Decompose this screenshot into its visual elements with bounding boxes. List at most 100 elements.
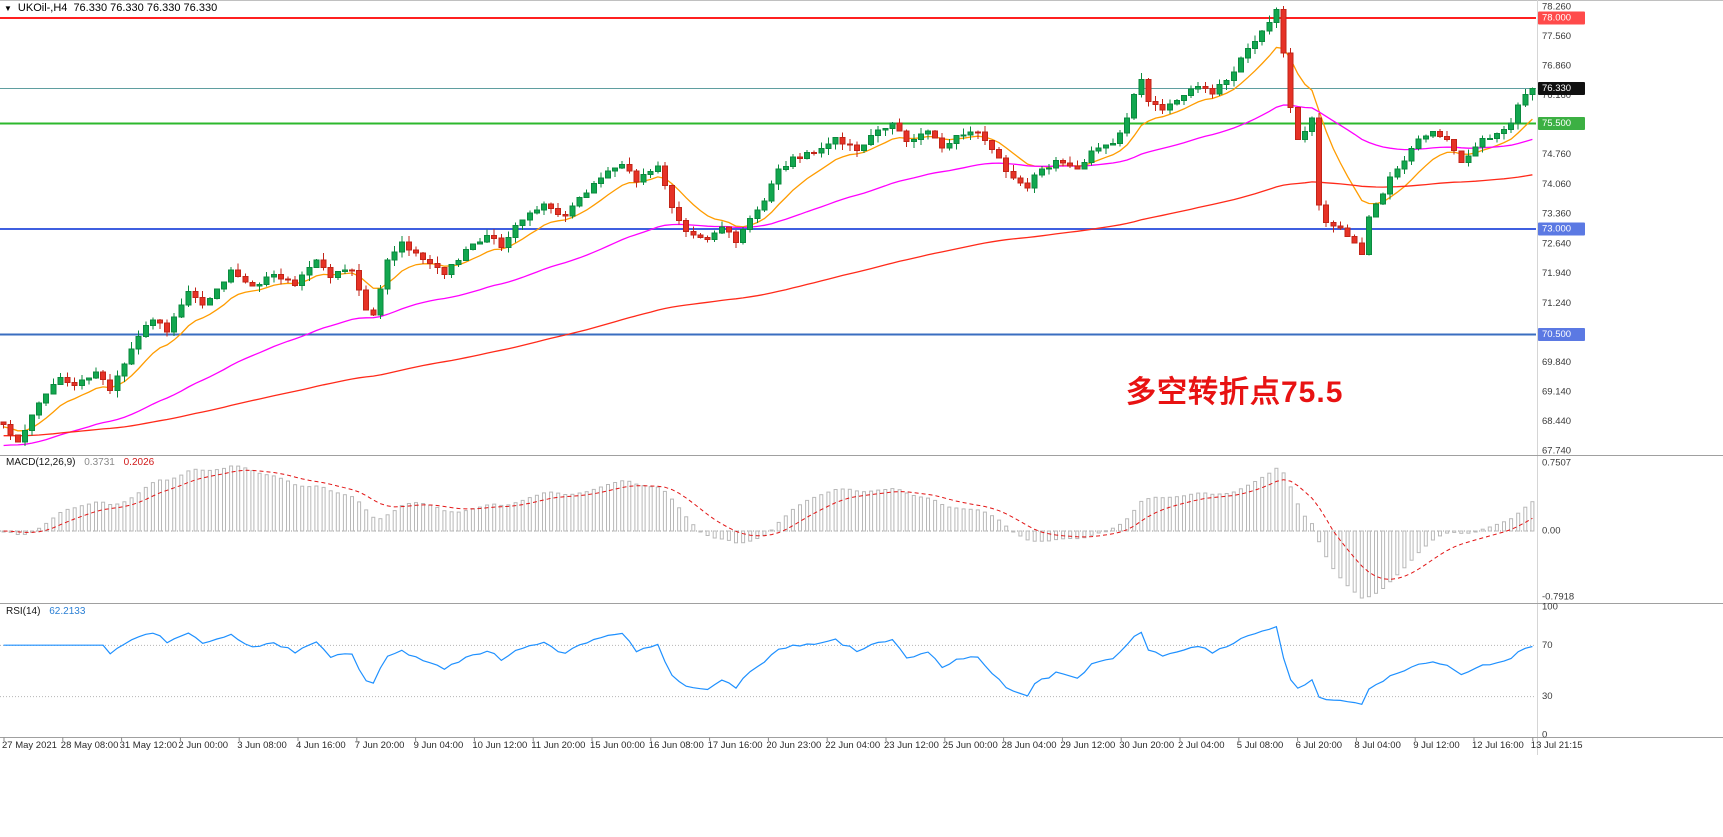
candle-body [1415,138,1422,150]
macd-histogram-bar [1310,523,1314,532]
macd-histogram-bar [342,494,347,532]
macd-histogram-bar [826,491,831,532]
macd-histogram-bar [79,505,84,532]
candle-body [576,197,583,207]
symbol-dropdown-icon[interactable]: ▼ [4,3,12,13]
macd-histogram-bar [172,477,177,532]
macd-histogram-bar [954,507,959,532]
macd-histogram-bar [634,483,639,532]
candle-body [804,151,811,159]
rsi-pane[interactable] [0,625,1536,705]
time-axis[interactable]: 27 May 2021 28 May 08:00 31 May 12:00 2 Jun… [2,737,1583,752]
candle-body [43,393,50,404]
candle-body [1316,117,1323,206]
macd-histogram-bar [641,485,646,532]
macd-histogram-bar [1139,500,1144,532]
candle-body [7,424,14,436]
candle-body [391,251,398,261]
candle-body [242,276,249,283]
macd-histogram-bar [577,492,582,532]
macd-histogram-bar [222,467,226,532]
time-tick-label: 13 Jul 21:15 [1531,740,1583,751]
macd-histogram-bar [598,486,603,532]
macd-histogram-bar [897,489,902,532]
candle-body [505,237,512,248]
candle-body [676,207,683,221]
candle-body [861,144,867,152]
candle-body [270,273,277,278]
candle-body [263,276,270,286]
candle-body [1145,78,1152,103]
macd-histogram-bar [51,517,56,532]
macd-histogram-bar [44,522,49,532]
macd-histogram-bar [335,492,340,532]
macd-histogram-bar [1438,530,1442,537]
price-tick-label: 67.740 [1542,446,1571,457]
price-tick-label: 74.060 [1542,179,1571,190]
macd-histogram-bar [456,511,461,532]
candle-body [491,234,498,239]
macd-histogram-bar [670,498,674,532]
macd-histogram-bar [1089,530,1094,536]
macd-histogram-bar [58,512,63,532]
candle-body [50,384,57,395]
candle-body [1003,157,1010,173]
candle-body [1465,155,1472,163]
macd-histogram-bar [364,509,369,532]
candle-body [121,363,128,377]
macd-histogram-bar [1295,503,1300,532]
candle-body [789,156,796,167]
macd-histogram-bar [300,485,305,532]
macd-pane[interactable] [0,465,1536,599]
macd-histogram-bar [990,515,994,532]
macd-histogram-bar [150,482,155,532]
macd-histogram-bar [1381,530,1386,589]
time-tick-label: 7 Jun 20:00 [355,740,405,751]
price-axis[interactable]: 78.260 77.560 76.860 76.160 74.760 74.060 73.3… [1538,2,1585,457]
candle-body [1237,57,1244,73]
macd-histogram-bar [854,490,859,532]
candle-body [448,264,455,276]
macd-histogram-bar [783,515,788,532]
candle-body [1380,193,1387,205]
candle-body [825,143,832,150]
macd-histogram-bar [904,492,909,532]
candle-body [768,183,775,202]
candle-body [569,205,576,217]
price-badge [1538,117,1585,130]
candle-body [384,259,391,290]
macd-histogram-bar [556,492,561,532]
price-tick-label: 71.940 [1542,268,1571,279]
macd-histogram-bar [890,488,895,532]
macd-histogram-bar [1039,530,1044,542]
macd-histogram-bar [1530,501,1535,532]
candle-body [313,259,320,268]
candle-body [1472,146,1479,157]
candle-body [14,434,21,443]
candle-body [285,278,291,281]
macd-value-signal: 0.2026 [123,457,155,468]
candle-body [327,267,334,279]
candle-body [583,192,590,199]
price-badge-label: 78.000 [1542,13,1571,24]
candle-body [149,319,156,326]
macd-histogram-bar [485,504,490,532]
macd-histogram-bar [613,482,618,532]
macd-histogram-bar [975,509,980,532]
candle-body [256,284,263,287]
candle-body [811,151,818,154]
macd-histogram-bar [94,501,98,532]
macd-histogram-bar [734,530,738,544]
macd-histogram-bar [776,521,781,532]
price-hlines [0,17,1536,336]
price-tick-label: 76.860 [1542,61,1571,72]
macd-histogram-bar [961,508,966,532]
candle-body [228,269,235,283]
rsi-axis-label: 30 [1542,691,1553,702]
candle-body [711,232,718,240]
macd-histogram-bar [705,530,710,536]
macd-histogram-bar [399,505,404,532]
